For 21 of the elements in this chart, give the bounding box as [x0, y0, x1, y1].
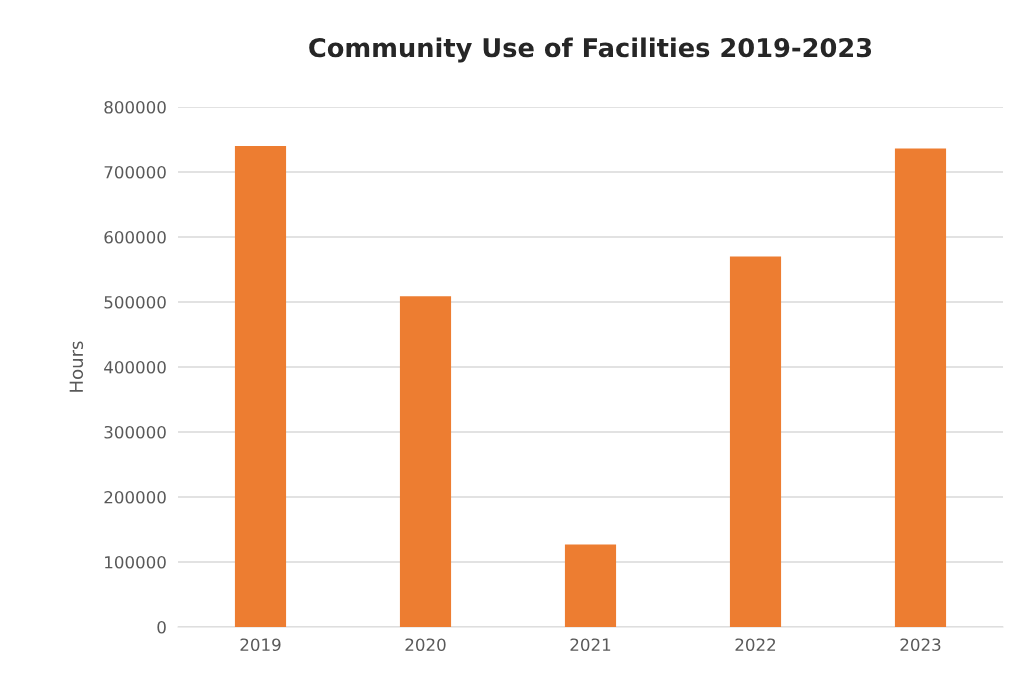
- y-axis-title: Hours: [69, 341, 84, 392]
- y-tick-label: 700000: [104, 165, 166, 179]
- x-tick-label: 2020: [405, 638, 446, 652]
- y-tick-label: 0: [157, 620, 166, 634]
- bar: [564, 544, 617, 627]
- x-tick-label: 2019: [240, 638, 281, 652]
- x-tick-label: 2023: [900, 638, 941, 652]
- y-tick-label: 100000: [105, 555, 166, 569]
- bar: [234, 146, 287, 627]
- y-tick-label: 200000: [104, 490, 166, 504]
- bar: [729, 256, 782, 627]
- y-tick-label: 300000: [104, 425, 166, 439]
- y-tick-label: 800000: [104, 100, 166, 114]
- y-tick-label: 400000: [104, 360, 166, 374]
- bar: [399, 296, 452, 627]
- x-tick-label: 2022: [735, 638, 776, 652]
- chart-title: Community Use of Facilities 2019-2023: [309, 37, 872, 63]
- bar: [894, 148, 947, 627]
- y-tick-label: 600000: [104, 230, 166, 244]
- y-tick-label: 500000: [104, 295, 166, 309]
- x-tick-label: 2021: [570, 638, 611, 652]
